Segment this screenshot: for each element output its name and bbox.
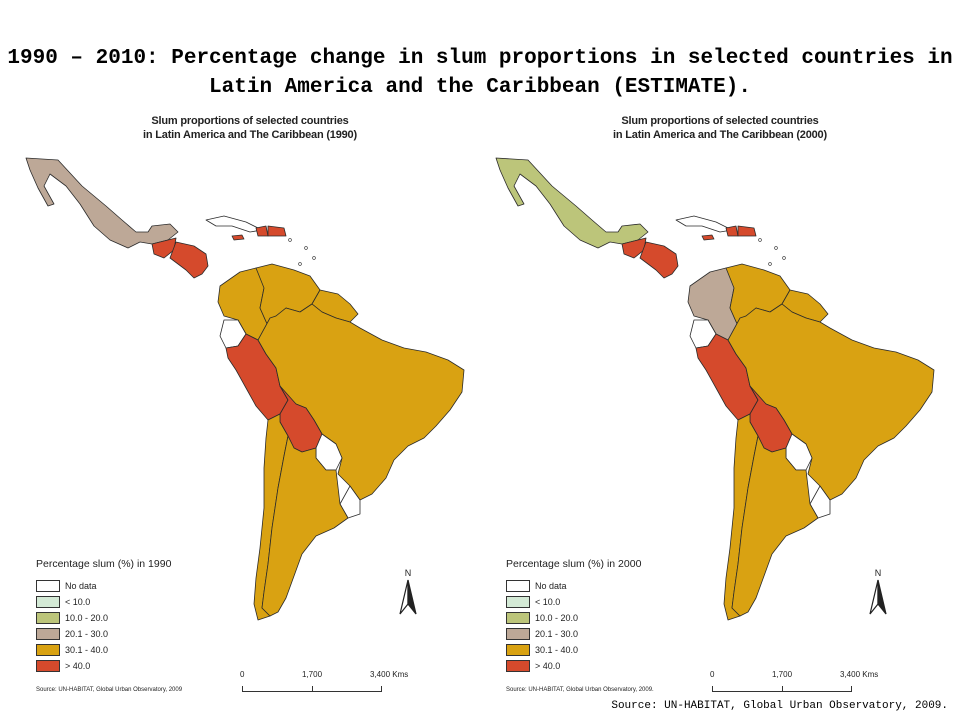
legend-1990: Percentage slum (%) in 1990 No data < 10…	[36, 558, 236, 674]
country-uruguay	[339, 485, 361, 519]
legend-item-30-40: 30.1 - 40.0	[506, 642, 706, 658]
country-dominican-republic	[737, 225, 757, 237]
legend-swatch	[36, 644, 60, 656]
legend-item-20-30: 20.1 - 30.0	[506, 626, 706, 642]
country-cuba	[675, 215, 733, 233]
scale-label-0: 0	[710, 670, 715, 679]
country-cuba	[205, 215, 263, 233]
caribbean-island	[758, 238, 762, 242]
legend-item-gt40: > 40.0	[36, 658, 236, 674]
caribbean-island	[782, 256, 786, 260]
caribbean-island	[774, 246, 778, 250]
scale-label-3400: 3,400 Kms	[370, 670, 409, 679]
legend-swatch	[36, 580, 60, 592]
legend-item-30-40: 30.1 - 40.0	[36, 642, 236, 658]
legend-swatch	[36, 612, 60, 624]
legend-item-10-20: 10.0 - 20.0	[36, 610, 236, 626]
scale-bar: 0 1,700 3,400 Kms	[236, 670, 436, 700]
country-dominican-republic	[267, 225, 287, 237]
legend-item-20-30: 20.1 - 30.0	[36, 626, 236, 642]
scale-bar-mid-tick	[312, 686, 313, 692]
map-2000	[495, 157, 935, 621]
legend-item-no-data: No data	[36, 578, 236, 594]
caribbean-island	[768, 262, 772, 266]
country-jamaica	[231, 234, 245, 241]
country-mexico	[25, 157, 179, 249]
scale-label-3400: 3,400 Kms	[840, 670, 879, 679]
country-central-america	[169, 241, 209, 279]
north-arrow-icon	[399, 579, 417, 615]
country-haiti	[725, 225, 739, 237]
caribbean-island	[312, 256, 316, 260]
legend-2000: Percentage slum (%) in 2000 No data < 10…	[506, 558, 706, 674]
scale-label-1700: 1,700	[302, 670, 323, 679]
legend-swatch	[36, 596, 60, 608]
scale-label-1700: 1,700	[772, 670, 793, 679]
caribbean-island	[304, 246, 308, 250]
map-title-1990: Slum proportions of selected countries i…	[143, 115, 357, 141]
legend-item-lt10: < 10.0	[36, 594, 236, 610]
legend-item-gt40: > 40.0	[506, 658, 706, 674]
legend-title: Percentage slum (%) in 1990	[36, 558, 172, 570]
country-jamaica	[701, 234, 715, 241]
map-source-2000: Source: UN-HABITAT, Global Urban Observa…	[506, 687, 654, 693]
legend-title: Percentage slum (%) in 2000	[506, 558, 642, 570]
legend-swatch	[506, 660, 530, 672]
north-arrow: N	[866, 568, 890, 622]
north-label: N	[874, 568, 882, 578]
legend-item-10-20: 10.0 - 20.0	[506, 610, 706, 626]
legend-swatch	[506, 628, 530, 640]
country-central-america	[639, 241, 679, 279]
legend-item-lt10: < 10.0	[506, 594, 706, 610]
legend-swatch	[506, 612, 530, 624]
north-arrow: N	[396, 568, 420, 622]
scale-label-0: 0	[240, 670, 245, 679]
map-source-1990: Source: UN-HABITAT, Global Urban Observa…	[36, 687, 183, 693]
legend-swatch	[506, 596, 530, 608]
caribbean-island	[288, 238, 292, 242]
north-arrow-icon	[869, 579, 887, 615]
country-uruguay	[809, 485, 831, 519]
map-panel-1990: Slum proportions of selected countries i…	[10, 108, 480, 700]
map-panel-2000: Slum proportions of selected countries i…	[480, 108, 950, 700]
legend-swatch	[36, 660, 60, 672]
map-title-2000: Slum proportions of selected countries i…	[613, 115, 827, 141]
slide-source: Source: UN-HABITAT, Global Urban Observa…	[611, 700, 948, 712]
caribbean-island	[298, 262, 302, 266]
country-argentina	[731, 435, 819, 617]
country-haiti	[255, 225, 269, 237]
map-1990	[25, 157, 465, 621]
country-mexico	[495, 157, 649, 249]
legend-swatch	[506, 580, 530, 592]
scale-bar: 0 1,700 3,400 Kms	[706, 670, 906, 700]
legend-swatch	[36, 628, 60, 640]
north-label: N	[404, 568, 412, 578]
scale-bar-mid-tick	[782, 686, 783, 692]
legend-item-no-data: No data	[506, 578, 706, 594]
legend-swatch	[506, 644, 530, 656]
slide-title: 1990 – 2010: Percentage change in slum p…	[7, 47, 953, 99]
country-argentina	[261, 435, 349, 617]
